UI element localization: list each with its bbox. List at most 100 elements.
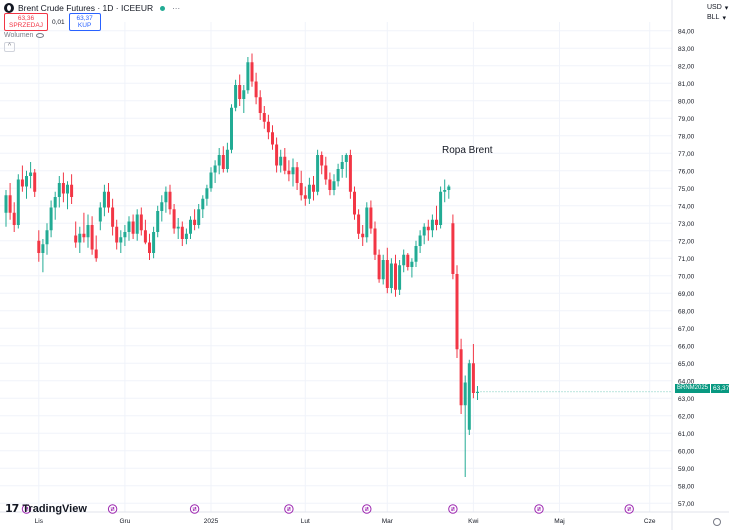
- price-axis[interactable]: 57,00 58,00 59,00 60,00 61,00 62,00 63,00 64,00…: [671, 0, 695, 530]
- more-options-icon[interactable]: ⋯: [172, 3, 181, 13]
- candle: [435, 205, 438, 231]
- price-tick-label: 63,00: [678, 396, 695, 403]
- candle: [443, 179, 447, 203]
- candle: [8, 183, 12, 220]
- candle-body: [406, 254, 410, 267]
- unit-selector[interactable]: BLL ▾: [707, 14, 726, 22]
- candle-body: [217, 155, 221, 166]
- candle: [225, 142, 229, 173]
- event-marker-icon[interactable]: [107, 504, 118, 514]
- price-tick-label: 75,00: [678, 186, 695, 193]
- price-tick-label: 60,00: [678, 448, 695, 455]
- candle: [189, 216, 192, 239]
- candle-body: [344, 155, 348, 162]
- gear-icon[interactable]: [713, 518, 721, 526]
- candle: [209, 167, 213, 192]
- candle: [82, 212, 86, 243]
- unit-label: BLL: [707, 14, 720, 21]
- candle: [16, 174, 20, 229]
- candle: [348, 149, 352, 199]
- candle: [365, 202, 369, 243]
- candle: [217, 148, 221, 175]
- event-marker-icon[interactable]: [362, 504, 372, 514]
- tradingview-logo[interactable]: 17 TradingView: [5, 502, 87, 515]
- symbol-header: Brent Crude Futures · 1D · ICEEUR ⋯: [4, 3, 180, 13]
- candle-body: [324, 165, 328, 180]
- event-marker-arrows: [24, 506, 29, 512]
- candle-body: [164, 191, 168, 203]
- candle: [344, 153, 348, 178]
- chevron-down-icon: ▾: [724, 5, 729, 12]
- event-marker-icon[interactable]: [189, 504, 200, 514]
- time-axis[interactable]: Lis Gru 2025 Lut Mar Kwi Maj Cze: [0, 511, 729, 525]
- candle: [291, 158, 295, 187]
- candle: [283, 148, 287, 175]
- collapse-legend-button[interactable]: ^: [4, 42, 15, 52]
- candle-body: [250, 62, 254, 82]
- event-marker-ring: [189, 504, 200, 514]
- candle-body: [262, 113, 266, 122]
- price-tick-label: 66,00: [678, 343, 695, 350]
- candle-body: [275, 144, 279, 166]
- time-tick-label: Gru: [119, 518, 130, 525]
- price-tick-label: 73,00: [678, 221, 695, 228]
- candle-body: [37, 240, 41, 253]
- candle-body: [115, 226, 119, 243]
- candle: [254, 72, 258, 105]
- candle-body: [451, 223, 455, 274]
- candle-body: [443, 190, 447, 192]
- volume-label: Wolumen: [4, 32, 34, 39]
- last-price-value: 63,37: [710, 384, 729, 393]
- candle: [303, 186, 307, 206]
- price-tick-label: 69,00: [678, 291, 695, 298]
- candle-body: [98, 207, 102, 222]
- event-marker-icon[interactable]: [624, 504, 634, 514]
- candle-body: [316, 155, 320, 192]
- candle-body: [25, 176, 28, 187]
- candle: [422, 223, 426, 245]
- candle-body: [180, 226, 184, 239]
- candle: [328, 172, 332, 196]
- candle: [394, 254, 397, 297]
- event-marker-icon[interactable]: [21, 504, 32, 514]
- event-marker-icon[interactable]: [448, 504, 458, 514]
- currency-selector[interactable]: USD ▾: [707, 4, 728, 12]
- candle-body: [455, 274, 459, 350]
- candle: [258, 90, 262, 120]
- price-tick-label: 72,00: [678, 238, 695, 245]
- event-marker-icon[interactable]: [284, 504, 294, 514]
- candle: [135, 209, 139, 241]
- candle-body: [78, 233, 82, 243]
- symbol-title[interactable]: Brent Crude Futures · 1D · ICEEUR: [18, 3, 154, 13]
- event-marker-arrows: [286, 506, 291, 512]
- candle-body: [328, 179, 332, 190]
- eye-icon[interactable]: [36, 33, 45, 38]
- candle-body: [336, 169, 340, 182]
- candle-body: [459, 349, 463, 406]
- candle: [197, 204, 201, 229]
- price-tick-label: 67,00: [678, 326, 695, 333]
- candle: [459, 338, 463, 414]
- candle: [180, 221, 184, 246]
- candle: [373, 221, 377, 260]
- candle-body: [57, 183, 61, 197]
- candle-body: [422, 226, 426, 236]
- candle-body: [332, 181, 336, 190]
- event-marker-ring: [624, 504, 634, 514]
- candle-body: [307, 184, 311, 199]
- candle: [12, 202, 16, 232]
- last-price-symbol: BRNM2025: [675, 384, 711, 393]
- candle-body: [33, 172, 37, 192]
- volume-legend[interactable]: Wolumen: [4, 32, 45, 39]
- candle: [246, 57, 250, 94]
- sell-button[interactable]: 63,36 SPRZEDAJ: [4, 13, 48, 31]
- event-marker-icon[interactable]: [534, 504, 544, 514]
- candle-body: [119, 237, 123, 243]
- chart-annotation: Ropa Brent: [442, 145, 493, 156]
- event-marker-ring: [284, 504, 294, 514]
- buy-button[interactable]: 63,37 KUP: [68, 13, 101, 31]
- candle-body: [476, 391, 479, 393]
- event-marker-arrows: [364, 506, 369, 512]
- candle: [262, 106, 266, 129]
